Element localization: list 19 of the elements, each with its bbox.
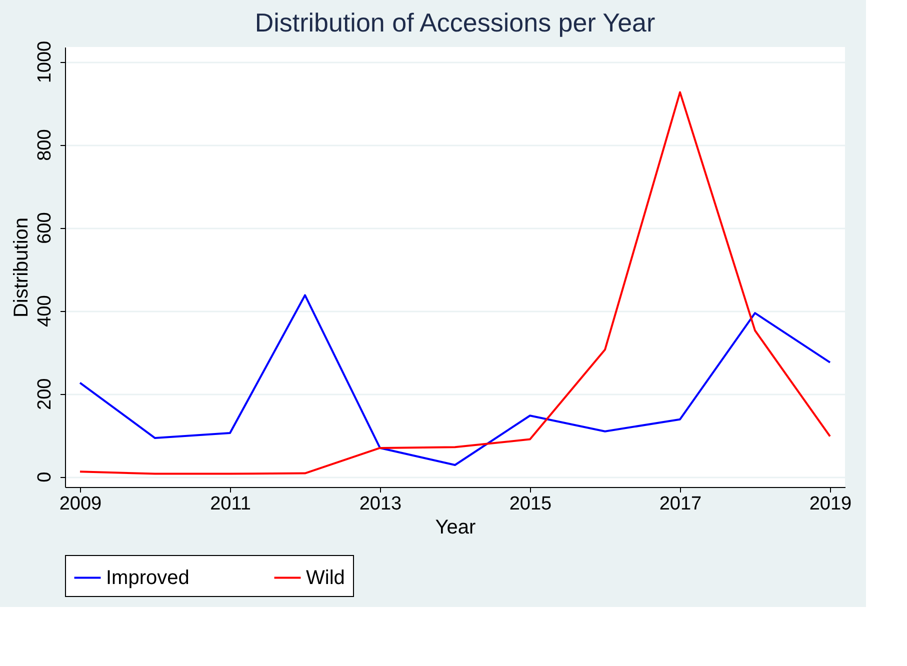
line-series: [79, 91, 831, 475]
y-tick-label: 200: [34, 378, 56, 410]
y-tick-label: 800: [34, 129, 56, 161]
x-tick-label: 2009: [59, 494, 102, 514]
x-tick-label: 2011: [210, 494, 251, 514]
legend-label: Wild: [306, 566, 345, 589]
x-tick-label: 2013: [359, 494, 402, 514]
x-tick-label: 2015: [509, 494, 552, 514]
line-series: [79, 294, 831, 466]
legend-label: Improved: [106, 566, 190, 589]
y-tick-label: 400: [34, 295, 56, 327]
x-tick-label: 2019: [809, 494, 852, 514]
y-axis-title: Distribution: [10, 217, 32, 318]
y-tick-label: 600: [34, 212, 56, 244]
chart-title: Distribution of Accessions per Year: [254, 7, 656, 38]
y-tick-label: 1000: [34, 40, 56, 84]
x-axis-title: Year: [435, 516, 476, 538]
x-tick-label: 2017: [659, 494, 702, 514]
y-tick-label: 0: [34, 472, 56, 482]
